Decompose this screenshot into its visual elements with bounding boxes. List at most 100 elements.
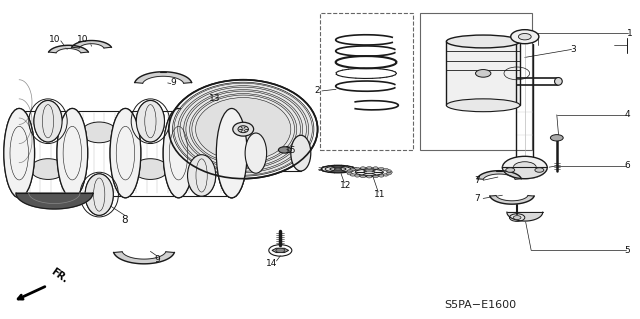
Ellipse shape [178,86,308,173]
Ellipse shape [163,108,194,198]
Circle shape [360,167,365,169]
Circle shape [383,174,388,176]
Circle shape [367,175,372,178]
Text: S5PA−E1600: S5PA−E1600 [444,300,516,310]
Ellipse shape [136,100,164,142]
Text: 10: 10 [77,35,89,44]
Text: 10: 10 [49,35,60,44]
Polygon shape [502,167,547,179]
Circle shape [535,168,544,172]
Ellipse shape [34,100,62,142]
Ellipse shape [189,93,297,165]
Ellipse shape [447,99,520,112]
Ellipse shape [216,108,247,198]
Ellipse shape [184,90,303,169]
Ellipse shape [364,171,375,174]
Circle shape [387,171,392,174]
Circle shape [373,167,378,169]
Circle shape [509,214,525,221]
Polygon shape [114,252,174,264]
Ellipse shape [31,159,65,179]
Circle shape [355,174,360,177]
Ellipse shape [57,108,88,198]
Polygon shape [490,196,534,204]
Text: 12: 12 [340,181,351,189]
Text: 1: 1 [627,29,632,38]
Text: 7: 7 [474,194,479,203]
Circle shape [346,171,351,174]
Circle shape [386,172,391,175]
Polygon shape [72,41,111,48]
Circle shape [379,174,384,177]
Circle shape [550,135,563,141]
Text: 14: 14 [266,259,278,268]
Circle shape [386,170,391,172]
Text: 8: 8 [122,215,128,225]
Text: 7: 7 [474,176,479,185]
Ellipse shape [85,174,113,215]
Ellipse shape [184,131,219,152]
Ellipse shape [136,100,164,142]
Circle shape [350,174,355,176]
Ellipse shape [334,168,342,170]
Ellipse shape [133,159,168,179]
Ellipse shape [188,155,216,196]
Ellipse shape [85,174,113,215]
Circle shape [379,167,384,170]
Circle shape [278,147,291,153]
Ellipse shape [238,126,248,133]
Polygon shape [272,248,289,253]
Circle shape [350,168,355,171]
Circle shape [518,33,531,40]
Text: 11: 11 [374,190,385,199]
Circle shape [348,170,353,172]
Ellipse shape [245,133,267,173]
Polygon shape [16,193,93,209]
Ellipse shape [554,78,563,85]
Ellipse shape [4,108,35,198]
Text: 9: 9 [154,255,159,263]
Ellipse shape [196,98,291,161]
Circle shape [513,162,536,173]
Ellipse shape [110,108,141,198]
Ellipse shape [180,87,307,171]
Ellipse shape [186,91,301,167]
Polygon shape [507,212,543,221]
Text: 13: 13 [209,94,220,103]
Text: 4: 4 [625,110,630,119]
Circle shape [383,168,388,171]
Circle shape [511,30,539,44]
Circle shape [276,248,285,253]
Ellipse shape [216,108,247,198]
Ellipse shape [321,165,355,173]
Polygon shape [135,72,191,83]
Circle shape [502,156,547,179]
Ellipse shape [57,108,88,198]
Text: 6: 6 [625,161,630,170]
Text: 5: 5 [625,246,630,255]
Circle shape [367,167,372,169]
Ellipse shape [110,108,141,198]
Ellipse shape [216,108,247,198]
Text: 3: 3 [570,45,576,54]
Ellipse shape [447,35,520,48]
Circle shape [348,172,353,175]
Ellipse shape [188,155,216,196]
Circle shape [513,216,521,219]
Ellipse shape [350,168,388,177]
Circle shape [373,175,378,178]
Ellipse shape [174,83,312,175]
Ellipse shape [192,95,294,163]
Ellipse shape [291,135,311,171]
Text: 9: 9 [170,78,175,87]
Ellipse shape [330,167,346,171]
Polygon shape [477,171,522,179]
Ellipse shape [325,166,351,172]
Circle shape [476,70,491,77]
Text: 2: 2 [314,86,320,95]
Bar [447,41,520,105]
Circle shape [360,175,365,178]
Ellipse shape [82,122,116,143]
Ellipse shape [163,108,194,198]
Circle shape [506,168,515,172]
